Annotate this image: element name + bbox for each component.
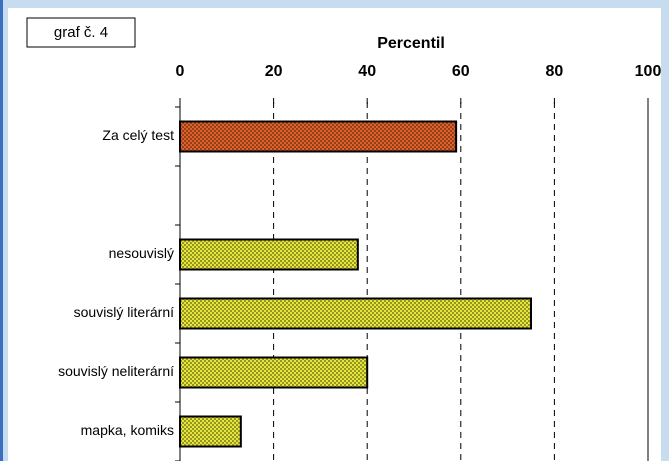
annotation-box bbox=[26, 17, 136, 48]
y-tick-label: Za celý test bbox=[102, 127, 174, 143]
bar bbox=[179, 120, 458, 153]
annotation: graf č. 4 bbox=[54, 24, 108, 41]
x-tick-label: 40 bbox=[358, 63, 376, 80]
bar bbox=[179, 356, 369, 389]
x-tick-label: 80 bbox=[546, 63, 564, 80]
y-tick-label: nesouvislý bbox=[109, 245, 174, 261]
y-tick-label: mapka, komiks bbox=[81, 422, 174, 438]
x-tick-label: 60 bbox=[452, 63, 470, 80]
frame-edge bbox=[0, 0, 3, 461]
x-tick-label: 100 bbox=[635, 63, 662, 80]
chart-title: Percentil bbox=[377, 35, 445, 52]
y-tick-label: souvislý neliterární bbox=[58, 363, 174, 379]
x-tick-label: 0 bbox=[176, 63, 185, 80]
x-tick-label: 20 bbox=[265, 63, 283, 80]
bar bbox=[179, 297, 532, 330]
bar bbox=[179, 415, 242, 448]
bar bbox=[179, 238, 359, 271]
y-tick-label: souvislý literární bbox=[74, 304, 174, 320]
